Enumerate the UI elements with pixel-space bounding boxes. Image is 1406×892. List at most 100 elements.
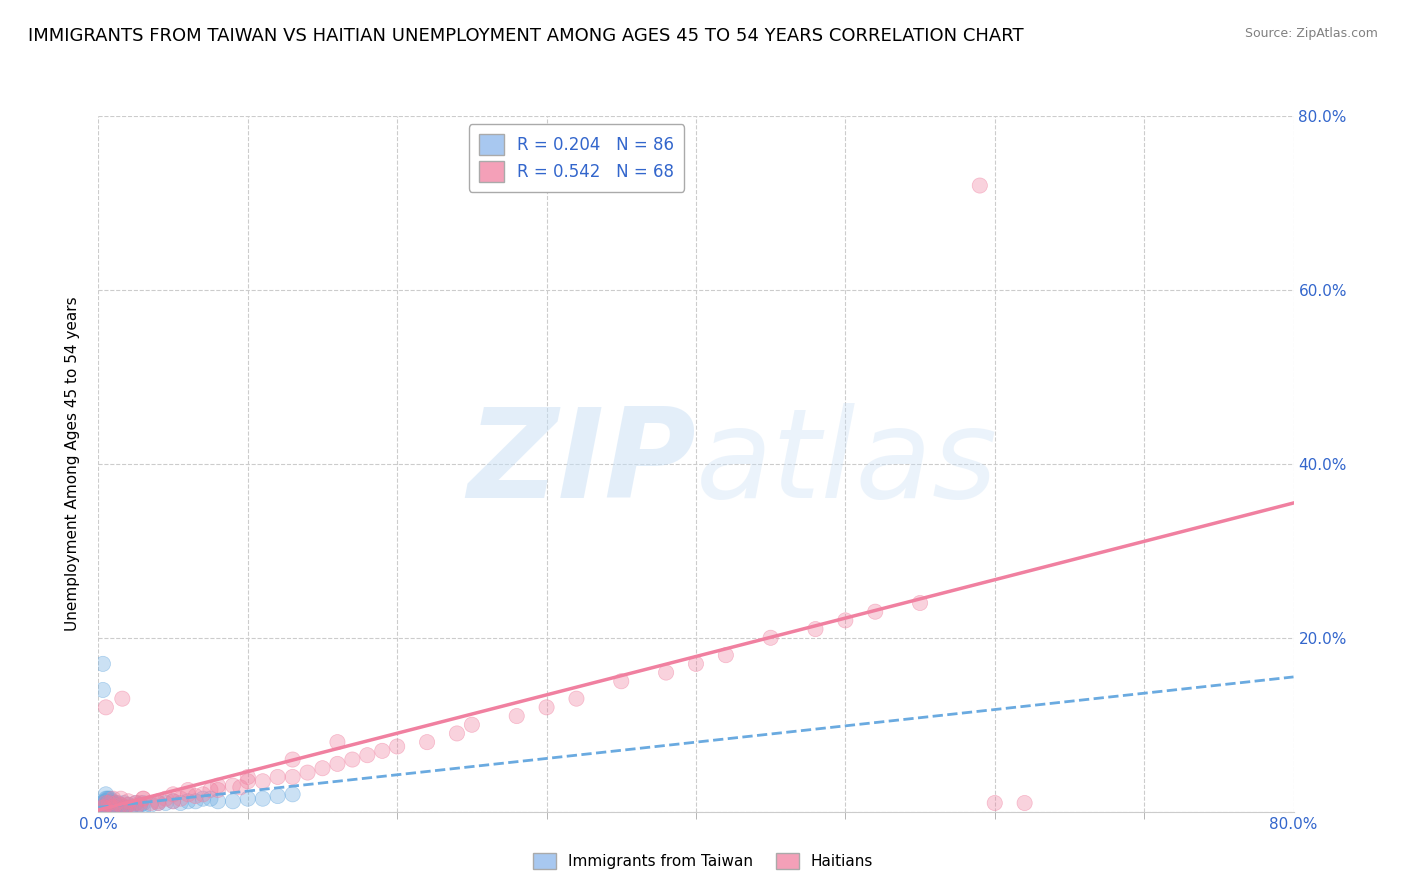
Point [132, 796, 155, 810]
Point [117, 797, 139, 812]
Point [236, 774, 259, 789]
Legend: R = 0.204   N = 86, R = 0.542   N = 68: R = 0.204 N = 86, R = 0.542 N = 68 [468, 124, 685, 192]
Point [281, 770, 304, 784]
Point [103, 802, 125, 816]
Point [191, 788, 214, 801]
Point [162, 794, 184, 808]
Point [129, 796, 152, 810]
Point [110, 797, 132, 812]
Point [132, 802, 155, 816]
Point [311, 761, 333, 775]
Point [536, 700, 558, 714]
Point [97, 800, 120, 814]
Point [100, 791, 122, 805]
Point [804, 622, 827, 636]
Point [110, 797, 132, 812]
Point [281, 788, 304, 801]
Point [207, 794, 229, 808]
Point [162, 788, 184, 801]
Point [93, 802, 115, 816]
Point [111, 800, 134, 814]
Point [342, 753, 364, 767]
Point [94, 802, 117, 816]
Point [96, 802, 118, 816]
Point [148, 796, 170, 810]
Point [105, 797, 128, 812]
Point [908, 596, 931, 610]
Point [110, 791, 132, 805]
Point [91, 802, 114, 816]
Point [834, 614, 856, 628]
Point [93, 802, 115, 816]
Point [461, 717, 484, 731]
Text: ZIP: ZIP [467, 403, 696, 524]
Point [93, 797, 115, 812]
Point [100, 802, 122, 816]
Point [94, 802, 117, 816]
Point [162, 794, 184, 808]
Point [155, 796, 177, 810]
Point [97, 796, 120, 810]
Point [252, 774, 274, 789]
Point [236, 770, 259, 784]
Point [94, 791, 117, 805]
Y-axis label: Unemployment Among Ages 45 to 54 years: Unemployment Among Ages 45 to 54 years [65, 296, 80, 632]
Point [97, 802, 120, 816]
Point [93, 797, 115, 812]
Point [908, 596, 931, 610]
Point [117, 797, 139, 812]
Point [104, 802, 127, 816]
Point [162, 788, 184, 801]
Point [105, 796, 128, 810]
Point [714, 648, 737, 662]
Point [506, 709, 529, 723]
Point [91, 802, 114, 816]
Point [132, 796, 155, 810]
Point [93, 794, 115, 808]
Point [177, 794, 200, 808]
Point [139, 796, 162, 810]
Point [200, 791, 222, 805]
Point [759, 631, 782, 645]
Point [132, 791, 155, 805]
Point [97, 796, 120, 810]
Point [236, 791, 259, 805]
Point [93, 800, 115, 814]
Point [969, 178, 991, 193]
Point [96, 796, 118, 810]
Point [125, 796, 148, 810]
Point [91, 802, 114, 816]
Point [96, 802, 118, 816]
Point [96, 802, 118, 816]
Point [169, 791, 191, 805]
Point [94, 800, 117, 814]
Point [155, 791, 177, 805]
Point [110, 797, 132, 812]
Point [94, 802, 117, 816]
Point [125, 802, 148, 816]
Point [461, 717, 484, 731]
Point [112, 796, 135, 810]
Point [120, 800, 142, 814]
Point [834, 614, 856, 628]
Point [101, 800, 124, 814]
Point [103, 800, 125, 814]
Point [103, 802, 125, 816]
Point [207, 794, 229, 808]
Point [184, 794, 207, 808]
Point [446, 726, 468, 740]
Point [100, 796, 122, 810]
Point [97, 791, 120, 805]
Point [125, 796, 148, 810]
Point [94, 796, 117, 810]
Point [1014, 796, 1036, 810]
Point [93, 802, 115, 816]
Point [93, 802, 115, 816]
Point [148, 794, 170, 808]
Point [91, 796, 114, 810]
Point [117, 797, 139, 812]
Point [155, 796, 177, 810]
Point [100, 800, 122, 814]
Point [93, 800, 115, 814]
Point [90, 800, 112, 814]
